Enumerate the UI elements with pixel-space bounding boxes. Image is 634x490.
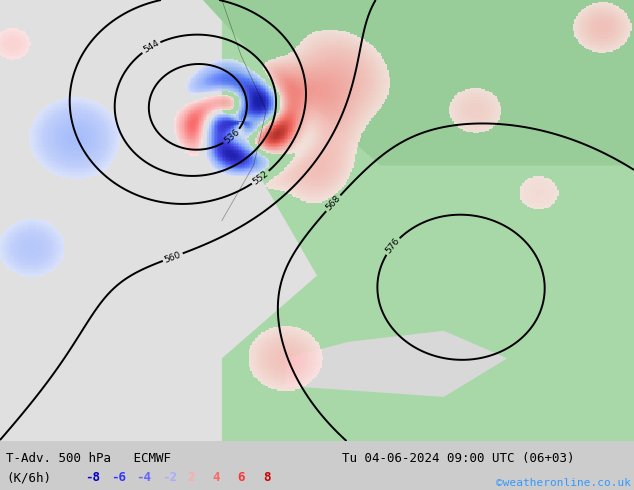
Text: 568: 568 <box>324 194 342 213</box>
Text: 544: 544 <box>141 39 160 55</box>
Polygon shape <box>203 0 634 165</box>
Text: 552: 552 <box>251 169 270 186</box>
Polygon shape <box>285 331 507 397</box>
Text: 6: 6 <box>238 471 245 484</box>
Text: 2: 2 <box>187 471 195 484</box>
Text: -2: -2 <box>162 471 177 484</box>
Text: 536: 536 <box>223 127 242 146</box>
Text: 576: 576 <box>384 237 401 256</box>
Text: -4: -4 <box>136 471 152 484</box>
Text: 8: 8 <box>263 471 271 484</box>
Text: T-Adv. 500 hPa   ECMWF: T-Adv. 500 hPa ECMWF <box>6 452 171 465</box>
Text: 4: 4 <box>212 471 220 484</box>
Text: 560: 560 <box>163 250 183 265</box>
Text: -6: -6 <box>111 471 126 484</box>
Text: -8: -8 <box>86 471 101 484</box>
Text: Tu 04-06-2024 09:00 UTC (06+03): Tu 04-06-2024 09:00 UTC (06+03) <box>342 452 575 465</box>
Text: ©weatheronline.co.uk: ©weatheronline.co.uk <box>496 478 631 488</box>
Polygon shape <box>222 0 634 441</box>
Text: (K/6h): (K/6h) <box>6 471 51 484</box>
